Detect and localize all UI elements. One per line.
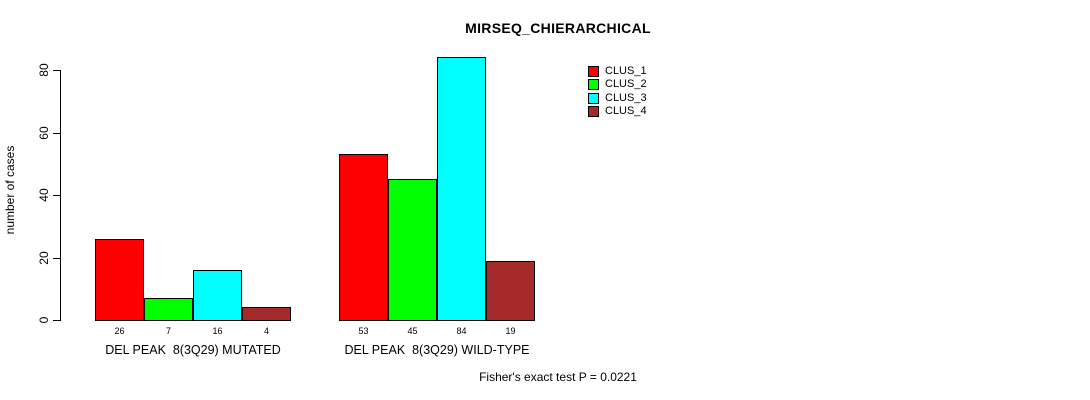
bar-value-label: 26	[114, 326, 125, 336]
y-axis-line	[60, 70, 61, 321]
legend-label-clus_2: CLUS_2	[605, 78, 647, 90]
x-axis-group-label: DEL PEAK 8(3Q29) MUTATED	[105, 343, 281, 357]
bar-clus_3-group1	[193, 270, 242, 321]
bar-clus_3-group2	[437, 57, 486, 321]
bar-value-label: 4	[263, 326, 269, 336]
bar-clus_1-group1	[95, 239, 144, 321]
x-axis-group-label: DEL PEAK 8(3Q29) WILD-TYPE	[344, 343, 530, 357]
legend-swatch-clus_4	[588, 106, 599, 117]
y-axis-tick	[53, 70, 60, 71]
fisher-test-annotation: Fisher's exact test P = 0.0221	[479, 370, 637, 384]
y-axis-tick	[53, 257, 60, 259]
legend-label-clus_3: CLUS_3	[605, 92, 647, 104]
bar-clus_1-group2	[339, 154, 388, 321]
bar-clus_4-group2	[486, 261, 535, 321]
legend-swatch-clus_2	[588, 79, 599, 90]
bar-value-label: 53	[358, 326, 369, 336]
bar-value-label: 45	[407, 326, 418, 336]
legend-label-clus_1: CLUS_1	[605, 65, 647, 77]
legend-swatch-clus_3	[588, 93, 599, 104]
bar-value-label: 84	[456, 326, 467, 336]
bar-clus_4-group1	[242, 307, 291, 321]
y-axis-tick	[53, 320, 60, 321]
legend-swatch-clus_1	[588, 66, 599, 77]
legend-label-clus_4: CLUS_4	[605, 105, 647, 117]
y-axis-tick-label: 0	[37, 316, 51, 324]
chart-title: MIRSEQ_CHIERARCHICAL	[465, 20, 651, 36]
y-axis-tick-label: 80	[37, 63, 51, 77]
bar-value-label: 7	[165, 326, 171, 336]
y-axis-label: number of cases	[3, 145, 17, 235]
y-axis-tick	[53, 132, 60, 134]
y-axis-tick-label: 60	[37, 125, 51, 140]
bar-value-label: 19	[505, 326, 516, 336]
bar-value-label: 16	[212, 326, 223, 336]
y-axis-tick-label: 20	[37, 250, 51, 265]
y-axis-tick	[53, 195, 60, 196]
y-axis-tick-label: 40	[37, 188, 51, 202]
bar-clus_2-group2	[388, 179, 437, 321]
bar-clus_2-group1	[144, 298, 193, 321]
